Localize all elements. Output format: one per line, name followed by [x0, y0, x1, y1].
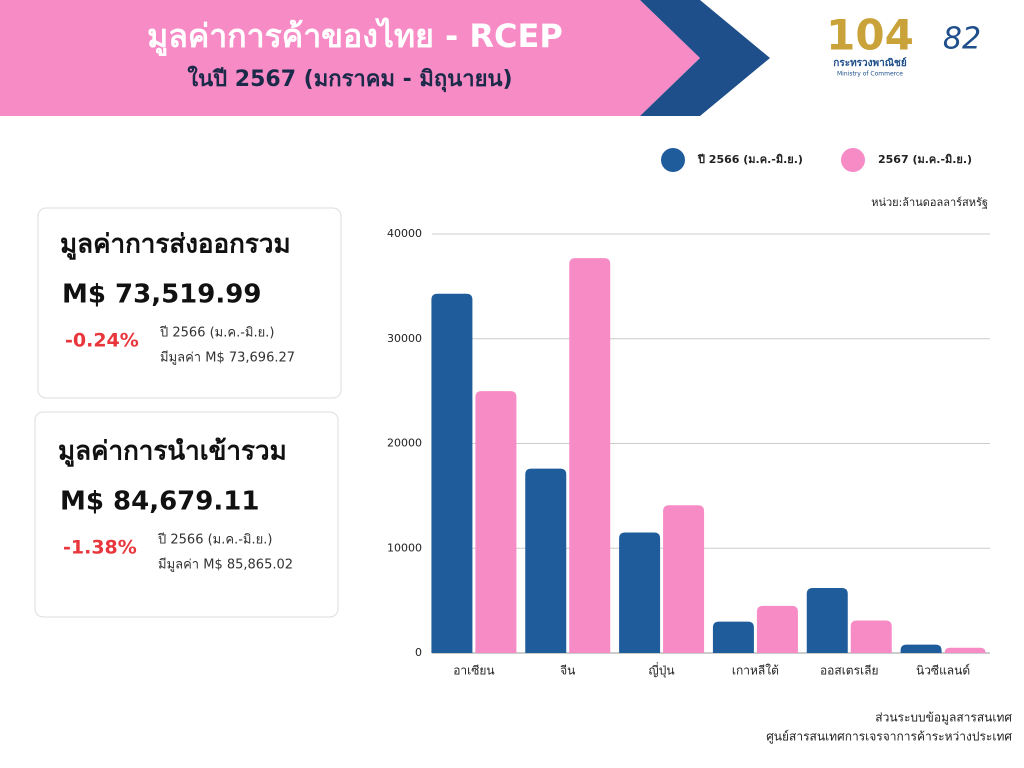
card-note: ปี 2566 (ม.ค.-มิ.ย.) [157, 532, 272, 548]
footer-line: ศูนย์สารสนเทศการเจรจาการค้าระหว่างประเทศ [766, 730, 1012, 745]
card-change: -1.38% [63, 537, 137, 559]
legend-swatch [661, 148, 685, 172]
legend-label: ปี 2566 (ม.ค.-มิ.ย.) [697, 153, 803, 166]
bar [475, 391, 517, 653]
x-tick-label: ออสเตรเลีย [820, 664, 879, 678]
legend-swatch [841, 148, 865, 172]
card-title: มูลค่าการส่งออกรวม [60, 230, 291, 261]
x-tick-label: อาเซียน [453, 664, 494, 678]
logo-ministry-th: กระทรวงพาณิชย์ [833, 57, 907, 69]
bar [663, 505, 705, 653]
y-tick-label: 10000 [387, 541, 422, 554]
y-tick-label: 40000 [387, 227, 422, 240]
y-tick-label: 20000 [387, 437, 422, 450]
subtitle: ในปี 2567 (มกราคม - มิถุนายน) [187, 65, 512, 93]
card [34, 411, 339, 618]
title: มูลค่าการค้าของไทย - RCEP [147, 17, 563, 57]
card-note: มีมูลค่า M$ 73,696.27 [160, 350, 295, 366]
bar [900, 644, 942, 653]
bar [525, 468, 567, 653]
header-band [0, 0, 700, 116]
card-amount: M$ 84,679.11 [60, 487, 259, 517]
card-note: มีมูลค่า M$ 85,865.02 [158, 557, 293, 573]
card-title: มูลค่าการนำเข้ารวม [58, 437, 287, 468]
x-tick-label: นิวซีแลนด์ [916, 664, 970, 678]
card-amount: M$ 73,519.99 [62, 280, 261, 310]
logo-number: 104 [826, 11, 914, 60]
bar [850, 620, 892, 653]
footer-line: ส่วนระบบข้อมูลสารสนเทศ [875, 711, 1012, 726]
bar [569, 258, 611, 653]
bar [944, 647, 986, 653]
x-tick-label: ญี่ปุ่น [649, 662, 675, 679]
bar [619, 532, 661, 653]
y-tick-label: 30000 [387, 332, 422, 345]
x-tick-label: เกาหลีใต้ [732, 664, 779, 678]
header-chevron [640, 0, 770, 116]
legend-label: 2567 (ม.ค.-มิ.ย.) [878, 153, 972, 166]
bar [712, 621, 754, 653]
bar [756, 605, 798, 653]
bar [431, 293, 473, 653]
bar [806, 588, 848, 653]
unit-label: หน่วย:ล้านดอลลาร์สหรัฐ [871, 196, 988, 209]
y-tick-label: 0 [415, 646, 422, 659]
card-change: -0.24% [65, 330, 139, 352]
logo-ministry-en: Ministry of Commerce [837, 71, 903, 78]
logo-anniversary: 82 [943, 22, 981, 57]
card-note: ปี 2566 (ม.ค.-มิ.ย.) [159, 325, 274, 341]
card [37, 207, 342, 399]
x-tick-label: จีน [560, 664, 575, 678]
